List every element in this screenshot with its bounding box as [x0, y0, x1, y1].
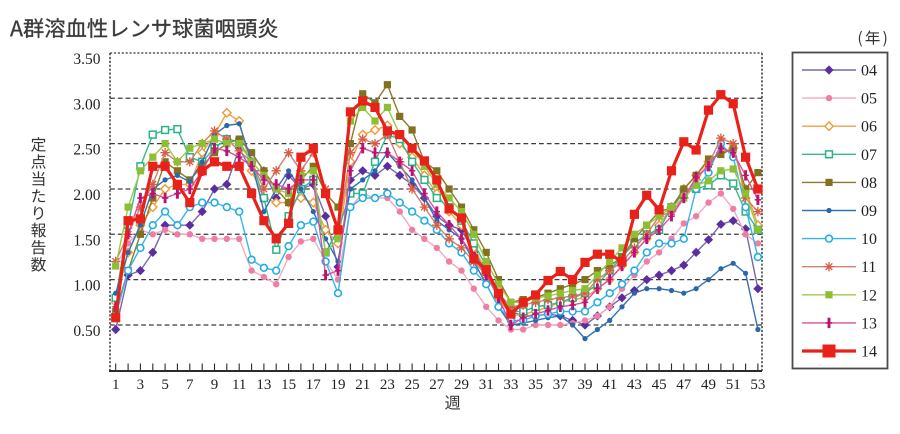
svg-text:10: 10: [861, 231, 877, 248]
svg-text:31: 31: [479, 377, 494, 393]
svg-text:05: 05: [861, 91, 877, 108]
svg-text:15: 15: [281, 377, 296, 393]
svg-text:0.50: 0.50: [73, 323, 100, 340]
svg-text:53: 53: [750, 377, 765, 393]
svg-text:51: 51: [726, 377, 741, 393]
svg-text:04: 04: [861, 63, 877, 80]
svg-text:06: 06: [861, 119, 877, 136]
svg-text:39: 39: [578, 377, 593, 393]
svg-text:33: 33: [503, 377, 518, 393]
svg-text:2.50: 2.50: [73, 142, 100, 159]
svg-text:07: 07: [861, 147, 877, 164]
svg-text:5: 5: [161, 377, 169, 393]
svg-text:7: 7: [186, 377, 194, 393]
svg-text:21: 21: [355, 377, 370, 393]
svg-text:17: 17: [306, 377, 322, 393]
svg-text:14: 14: [861, 344, 877, 361]
svg-text:29: 29: [454, 377, 469, 393]
svg-text:2.00: 2.00: [73, 187, 100, 204]
svg-text:13: 13: [861, 315, 877, 332]
svg-text:35: 35: [528, 377, 543, 393]
svg-text:41: 41: [602, 377, 617, 393]
svg-text:25: 25: [405, 377, 420, 393]
svg-text:49: 49: [701, 377, 716, 393]
svg-text:11: 11: [232, 377, 246, 393]
svg-text:1: 1: [112, 377, 120, 393]
svg-text:43: 43: [627, 377, 642, 393]
svg-text:37: 37: [553, 377, 569, 393]
svg-text:3.00: 3.00: [73, 96, 100, 113]
svg-text:3: 3: [137, 377, 145, 393]
svg-text:27: 27: [429, 377, 445, 393]
svg-text:9: 9: [211, 377, 219, 393]
svg-text:45: 45: [652, 377, 667, 393]
svg-text:1.50: 1.50: [73, 232, 100, 249]
svg-text:1.00: 1.00: [73, 278, 100, 295]
svg-text:08: 08: [861, 175, 877, 192]
svg-text:09: 09: [861, 203, 877, 220]
svg-text:19: 19: [331, 377, 346, 393]
svg-text:11: 11: [861, 259, 876, 276]
svg-text:23: 23: [380, 377, 395, 393]
svg-text:12: 12: [861, 287, 877, 304]
svg-text:47: 47: [676, 377, 692, 393]
svg-text:13: 13: [256, 377, 271, 393]
svg-text:3.50: 3.50: [73, 51, 100, 68]
